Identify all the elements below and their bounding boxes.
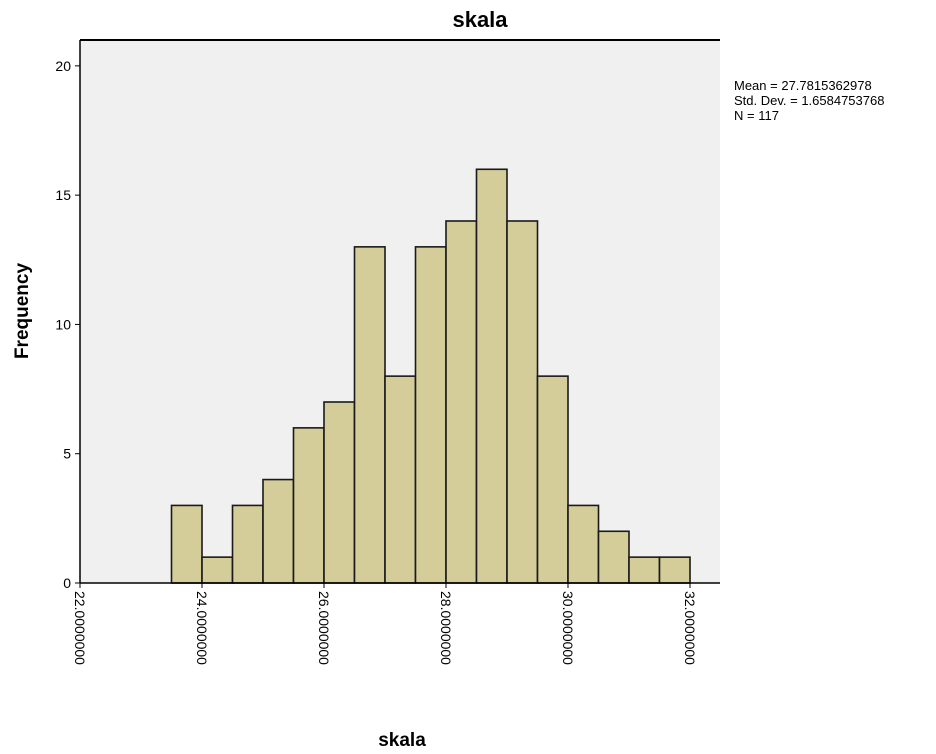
axes-group <box>79 39 720 584</box>
histogram-bar <box>201 556 234 584</box>
histogram-bar <box>414 246 447 584</box>
y-tick-label: 20 <box>55 58 71 74</box>
histogram-bar <box>567 504 600 584</box>
x-tick-label: 32.0000000 <box>682 591 698 665</box>
x-axis-title: skala <box>378 730 426 751</box>
histogram-bar <box>170 504 203 584</box>
x-tick-label: 22.0000000 <box>72 591 88 665</box>
y-axis-title: Frequency <box>12 263 33 360</box>
x-tick-label: 26.0000000 <box>316 591 332 665</box>
histogram-bar <box>323 401 356 584</box>
histogram-bar <box>658 556 691 584</box>
histogram-bar <box>262 478 295 584</box>
stats-box: Mean = 27.7815362978 Std. Dev. = 1.65847… <box>734 78 884 123</box>
x-tick-label: 24.0000000 <box>194 591 210 665</box>
stats-n: N = 117 <box>734 108 779 123</box>
x-tick-label: 30.0000000 <box>560 591 576 665</box>
histogram-bar <box>597 530 630 584</box>
histogram-bar <box>353 246 386 584</box>
y-tick-label: 15 <box>55 187 71 203</box>
y-tick-label: 10 <box>55 316 71 332</box>
x-tick-label: 28.0000000 <box>438 591 454 665</box>
histogram-bar <box>231 504 264 584</box>
y-ticks-group: 0 5 10 15 20 <box>55 58 80 591</box>
y-tick-label: 5 <box>63 446 71 462</box>
stats-mean: Mean = 27.7815362978 <box>734 78 872 93</box>
histogram-bar <box>506 220 539 584</box>
histogram-bar <box>384 375 417 584</box>
x-ticks-group: 22.0000000 24.0000000 26.0000000 28.0000000… <box>72 583 698 665</box>
histogram-bar <box>628 556 661 584</box>
chart-title: skala <box>452 7 508 32</box>
histogram-bar <box>292 427 325 584</box>
y-tick-label: 0 <box>63 575 71 591</box>
histogram-bar <box>475 168 508 584</box>
histogram-bar <box>445 220 478 584</box>
histogram-bar <box>536 375 569 584</box>
bars-group <box>170 168 691 584</box>
stats-std-dev: Std. Dev. = 1.6584753768 <box>734 93 884 108</box>
